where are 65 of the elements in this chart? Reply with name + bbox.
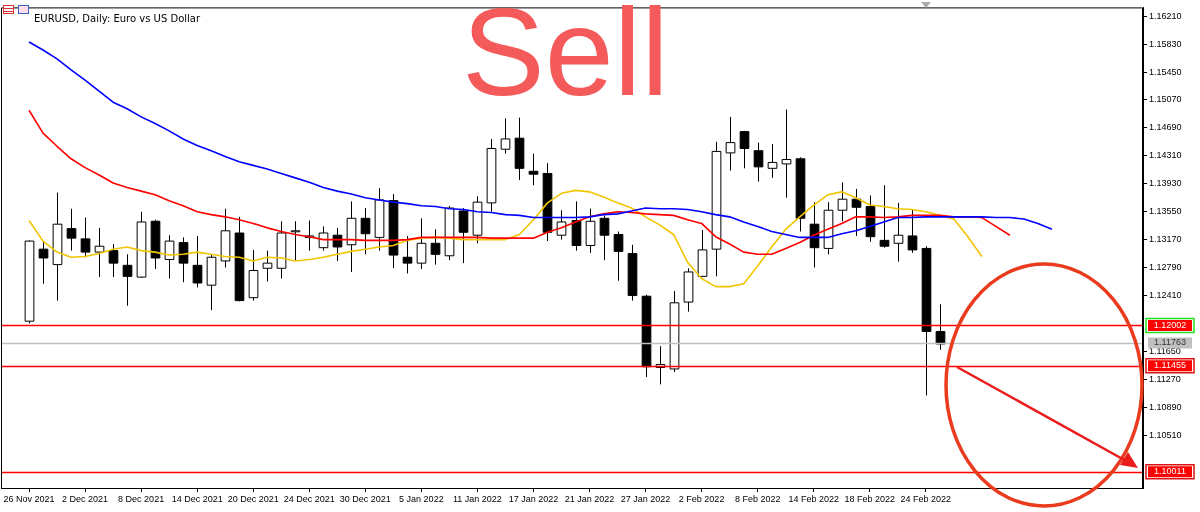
- y-tick-label: 1.13930: [1149, 178, 1182, 189]
- candlestick: [837, 181, 848, 222]
- x-tick-label: 24 Feb 2022: [900, 493, 952, 504]
- ref-line-label: 1.11455: [1154, 360, 1186, 371]
- candlestick: [753, 142, 764, 183]
- candlestick: [767, 143, 778, 179]
- x-tick-label: 26 Nov 2021: [3, 493, 55, 504]
- x-tick-label: 8 Dec 2021: [118, 493, 165, 504]
- candlestick: [262, 250, 273, 282]
- y-tick-label: 1.15070: [1149, 94, 1182, 105]
- candlestick: [935, 303, 946, 351]
- candlestick: [122, 253, 133, 307]
- y-tick-label: 1.11270: [1149, 373, 1181, 384]
- x-tick-label: 27 Jan 2022: [620, 493, 671, 504]
- y-tick-label: 1.15450: [1149, 66, 1182, 77]
- x-tick-label: 2 Dec 2021: [62, 493, 109, 504]
- annotation: Sell: [462, 0, 669, 121]
- candlestick: [739, 130, 750, 169]
- x-tick-label: 5 Jan 2022: [399, 493, 444, 504]
- y-tick-label: 1.16210: [1149, 10, 1182, 21]
- y-tick-label: 1.15830: [1149, 38, 1182, 49]
- candlestick: [108, 243, 119, 278]
- x-tick-label: 17 Jan 2022: [508, 493, 559, 504]
- candlestick: [80, 217, 91, 258]
- candlestick: [781, 109, 792, 199]
- candlestick: [66, 208, 77, 252]
- y-tick-label: 1.13170: [1149, 234, 1182, 245]
- y-tick-label: 1.12410: [1149, 289, 1182, 300]
- candlestick: [613, 231, 624, 282]
- candlestick: [893, 202, 904, 263]
- candlestick: [458, 207, 469, 264]
- y-tick-label: 1.13550: [1149, 206, 1182, 217]
- y-tick-label: 1.12790: [1149, 262, 1182, 273]
- candlestick: [290, 220, 301, 261]
- x-tick-label: 8 Feb 2022: [734, 493, 781, 504]
- x-tick-label: 14 Feb 2022: [788, 493, 839, 504]
- candlestick: [907, 208, 918, 254]
- ref-line-label: 1.10011: [1154, 466, 1186, 477]
- x-tick-label: 24 Dec 2021: [283, 493, 335, 504]
- candlestick: [725, 116, 736, 172]
- candlestick: [599, 214, 610, 261]
- candlestick: [360, 207, 371, 255]
- text: EURUSD, Daily: Euro vs US Dollar: [32, 13, 203, 24]
- y-tick-label: 1.14310: [1149, 150, 1182, 161]
- y-tick-label: 1.11650: [1149, 345, 1181, 356]
- x-tick-label: 14 Dec 2021: [171, 493, 223, 504]
- y-tick-label: 1.14690: [1149, 122, 1182, 133]
- y-tick-label: 1.10510: [1149, 429, 1182, 440]
- x-tick-label: 20 Dec 2021: [227, 493, 279, 504]
- candlestick: [879, 184, 890, 249]
- candlestick: [528, 153, 539, 186]
- x-tick-label: 18 Feb 2022: [844, 493, 896, 504]
- candlestick: [430, 228, 441, 266]
- ref-line-label: 1.12002: [1153, 319, 1187, 330]
- ref-line-label: 1.11763: [1154, 337, 1186, 348]
- candlestick: [38, 240, 49, 285]
- candlestick: [402, 235, 413, 274]
- candlestick: [416, 217, 427, 270]
- x-tick-label: 11 Jan 2022: [452, 493, 502, 504]
- candlestick: [500, 117, 511, 155]
- x-tick-label: 2 Feb 2022: [678, 493, 725, 504]
- candlestick: [192, 235, 203, 288]
- x-tick-label: 30 Dec 2021: [339, 493, 391, 504]
- x-tick-label: 21 Jan 2022: [564, 493, 615, 504]
- y-tick-label: 1.10890: [1149, 401, 1182, 412]
